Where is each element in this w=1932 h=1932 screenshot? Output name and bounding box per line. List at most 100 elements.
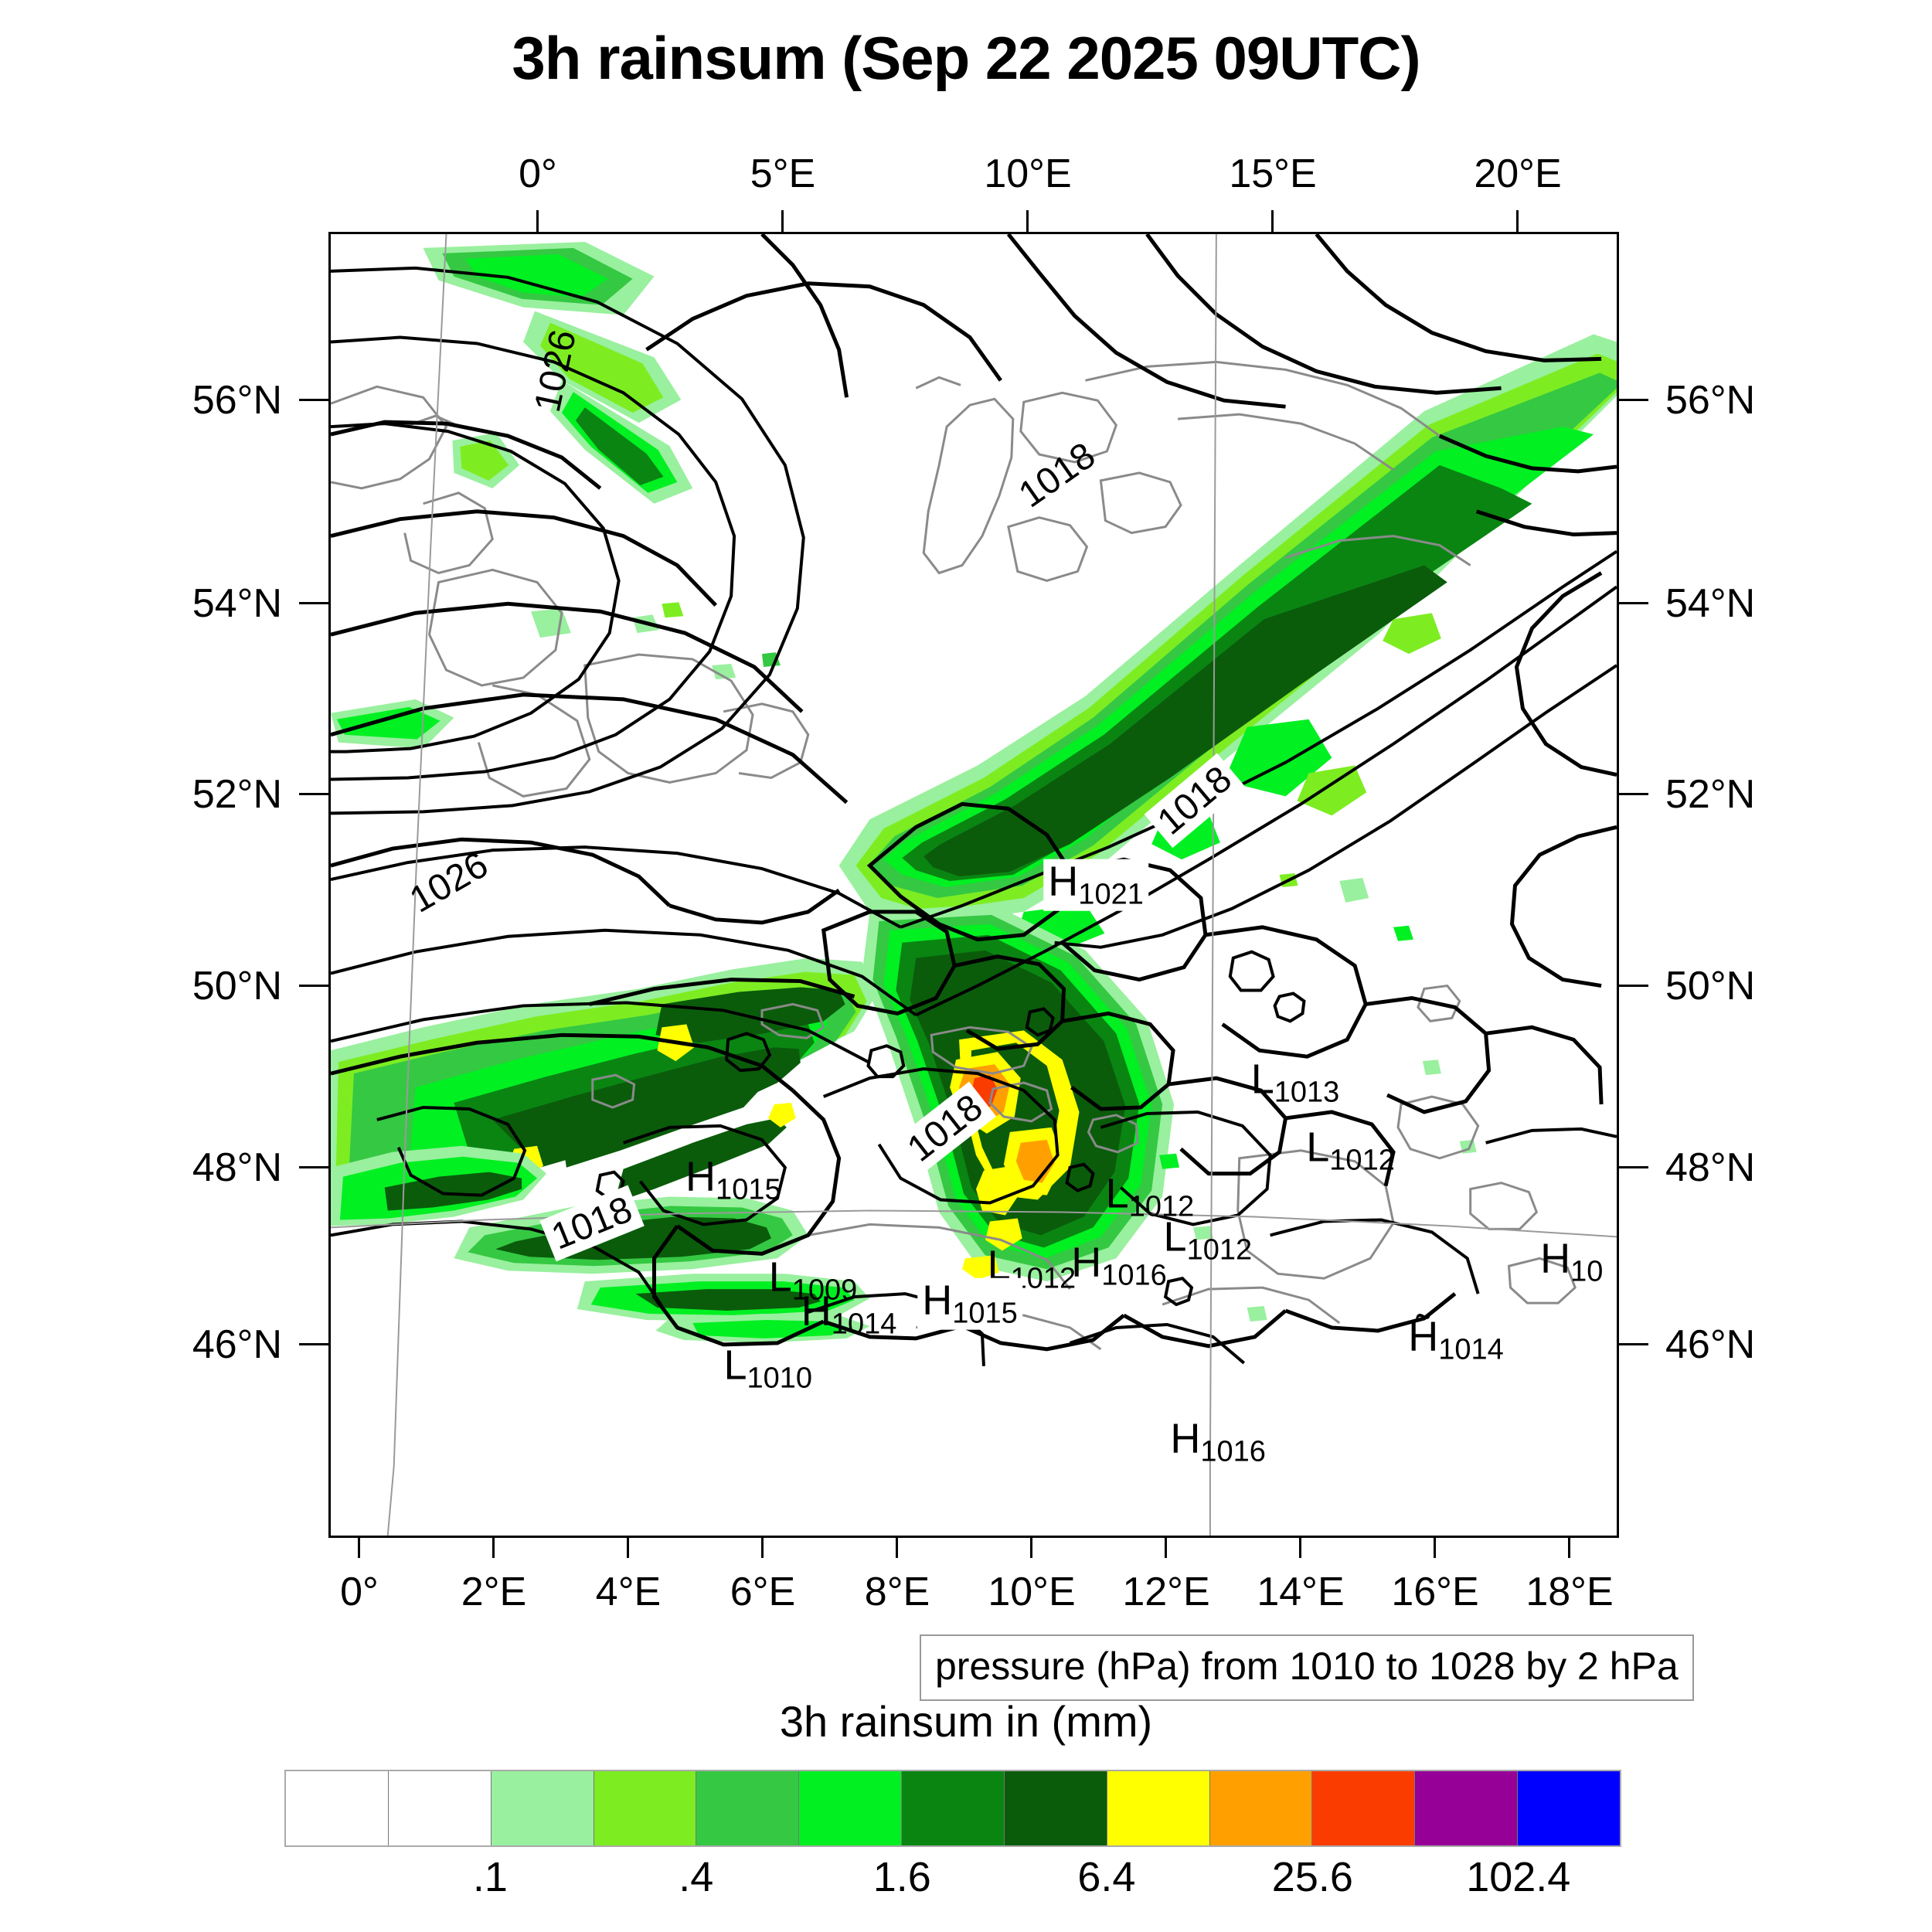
- precip-alpine-core: [862, 903, 1175, 1282]
- colorbar-tick: .1: [472, 1854, 508, 1900]
- axis-tick-top: [1026, 210, 1029, 232]
- right-axis-label: 48°N: [1665, 1145, 1756, 1190]
- axis-tick-left: [299, 985, 328, 987]
- axis-tick-left: [299, 602, 328, 604]
- bottom-axis-label: 2°E: [461, 1570, 527, 1614]
- axis-tick-right: [1619, 793, 1648, 795]
- axis-tick-top: [781, 210, 784, 232]
- top-axis-label: 10°E: [984, 151, 1072, 196]
- right-axis-label: 54°N: [1665, 581, 1756, 626]
- top-axis-label: 20°E: [1474, 151, 1562, 196]
- map-canvas: [331, 234, 1617, 1536]
- left-axis-label: 54°N: [192, 581, 282, 626]
- top-axis-label: 5°E: [750, 151, 816, 196]
- axis-tick-right: [1619, 399, 1648, 401]
- axis-tick-bottom: [1165, 1538, 1167, 1558]
- pressure-marker-low: L1012: [1163, 1213, 1253, 1267]
- axis-tick-bottom: [627, 1538, 629, 1558]
- bottom-axis-label: 6°E: [730, 1570, 796, 1614]
- pressure-marker-high: H1016: [1071, 1240, 1167, 1292]
- axis-tick-left: [299, 399, 328, 401]
- colorbar-tick-labels: .1 .4 1.6 6.4 25.6 102.4: [284, 1853, 1621, 1915]
- pressure-marker-low: L1012: [1306, 1124, 1395, 1176]
- colorbar-swatch: [593, 1771, 696, 1845]
- colorbar-swatch: [1517, 1771, 1620, 1845]
- graticule: [331, 234, 1617, 1536]
- axis-tick-left: [299, 1166, 328, 1168]
- pressure-marker-high: H1021: [1043, 859, 1148, 911]
- colorbar-swatch: [1414, 1771, 1518, 1845]
- left-axis-label: 50°N: [192, 964, 282, 1009]
- colorbar-swatch: [1106, 1771, 1209, 1845]
- colorbar-swatch: [901, 1771, 1004, 1845]
- colorbar-swatch: [1311, 1771, 1415, 1845]
- left-axis-label: 46°N: [192, 1322, 282, 1367]
- axis-tick-bottom: [358, 1538, 360, 1558]
- colorbar-swatch: [696, 1771, 799, 1845]
- axis-tick-right: [1619, 1166, 1648, 1168]
- axis-tick-left: [299, 1343, 328, 1345]
- pressure-marker-low: L1013: [1250, 1056, 1340, 1109]
- bottom-axis-label: 4°E: [595, 1570, 662, 1614]
- colorbar-swatch: [490, 1771, 594, 1845]
- right-axis-label: 50°N: [1665, 964, 1756, 1009]
- pressure-marker-high: H1014: [801, 1287, 897, 1341]
- axis-tick-bottom: [1434, 1538, 1436, 1558]
- axis-tick-left: [299, 793, 328, 795]
- colorbar-tick: 25.6: [1271, 1854, 1353, 1900]
- pressure-marker-high: H1015: [685, 1153, 781, 1206]
- pressure-marker-high: H̃1014: [1408, 1314, 1504, 1366]
- colorbar[interactable]: [284, 1770, 1621, 1847]
- map-plot-area[interactable]: 1026 1026 1018 1018 1018 1018 H1021 L101…: [328, 232, 1619, 1538]
- colorbar-tick: .4: [679, 1854, 714, 1900]
- right-axis-label: 56°N: [1665, 378, 1756, 423]
- axis-tick-top: [1271, 210, 1274, 232]
- left-axis-label: 48°N: [192, 1145, 282, 1190]
- colorbar-swatch: [1209, 1771, 1312, 1845]
- pressure-marker-low: L1010: [723, 1342, 813, 1395]
- axis-tick-top: [536, 210, 539, 232]
- axis-tick-bottom: [1568, 1538, 1570, 1558]
- precip-sw-band: [331, 957, 878, 1343]
- axis-tick-bottom: [761, 1538, 764, 1558]
- left-axis-label: 52°N: [192, 772, 282, 817]
- bottom-axis-label: 18°E: [1526, 1570, 1614, 1614]
- left-axis-label: 56°N: [192, 378, 282, 423]
- pressure-marker-low: L1012: [1105, 1170, 1195, 1223]
- precip-nw-bands: [331, 241, 781, 749]
- axis-tick-top: [1516, 210, 1519, 232]
- colorbar-swatch: [798, 1771, 902, 1845]
- pressure-marker-low: L1009: [768, 1253, 858, 1307]
- axis-tick-bottom: [492, 1538, 495, 1558]
- axis-tick-bottom: [1299, 1538, 1301, 1558]
- axis-tick-right: [1619, 1343, 1648, 1345]
- pressure-marker-high: H1016: [1170, 1415, 1266, 1468]
- axis-tick-bottom: [1030, 1538, 1032, 1558]
- bottom-axis-label: 8°E: [864, 1570, 930, 1614]
- colorbar-title: 3h rainsum in (mm): [779, 1697, 1153, 1746]
- colorbar-swatch: [286, 1771, 388, 1845]
- pressure-contour-legend: pressure (hPa) from 1010 to 1028 by 2 hP…: [920, 1634, 1694, 1701]
- colorbar-tick: 102.4: [1466, 1854, 1571, 1900]
- top-axis-label: 15°E: [1229, 151, 1317, 196]
- page-title: 3h rainsum (Sep 22 2025 09UTC): [512, 24, 1420, 92]
- bottom-axis-label: 0°: [340, 1570, 379, 1614]
- bottom-axis-label: 14°E: [1257, 1570, 1345, 1614]
- precip-main-band: [838, 334, 1617, 951]
- axis-tick-right: [1619, 602, 1648, 604]
- axis-tick-bottom: [896, 1538, 898, 1558]
- pressure-marker-high: H10: [1540, 1236, 1604, 1288]
- bottom-axis-label: 10°E: [988, 1570, 1076, 1614]
- right-axis-label: 46°N: [1665, 1322, 1756, 1367]
- bottom-axis-label: 12°E: [1122, 1570, 1210, 1614]
- colorbar-tick: 1.6: [872, 1854, 931, 1900]
- right-axis-label: 52°N: [1665, 772, 1756, 817]
- colorbar-swatch: [387, 1771, 491, 1845]
- pressure-marker-high: H1015: [917, 1277, 1022, 1330]
- bottom-axis-label: 16°E: [1391, 1570, 1479, 1614]
- axis-tick-right: [1619, 985, 1648, 987]
- coastlines: [331, 360, 1577, 1351]
- colorbar-swatch: [1003, 1771, 1107, 1845]
- colorbar-tick: 6.4: [1077, 1854, 1136, 1900]
